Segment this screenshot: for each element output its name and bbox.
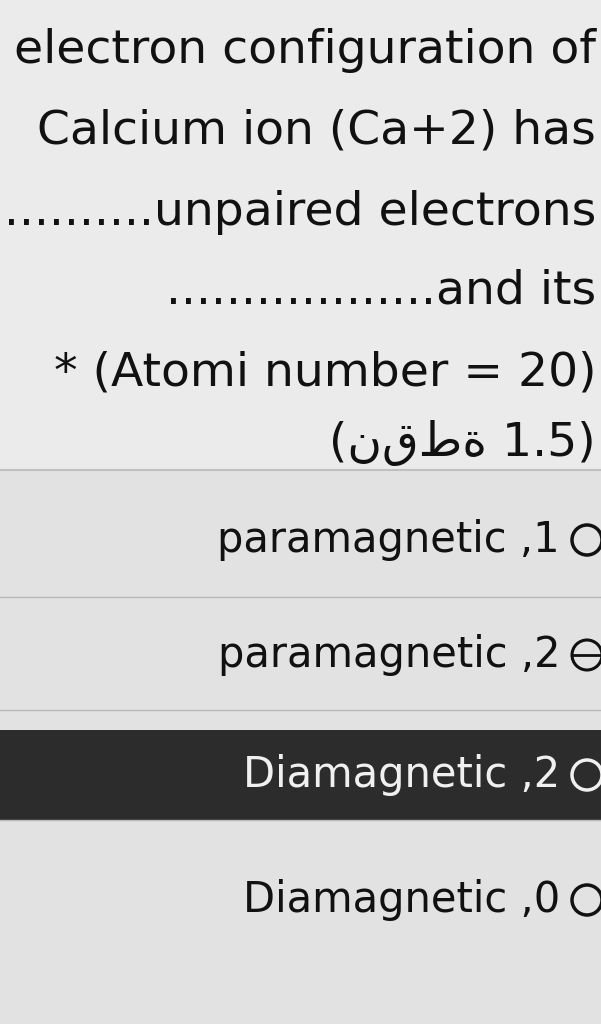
Text: Calcium ion (Ca+2) has: Calcium ion (Ca+2) has: [37, 108, 596, 153]
Text: electron configuration of: electron configuration of: [14, 28, 596, 73]
Text: Diamagnetic ,0: Diamagnetic ,0: [243, 879, 560, 921]
Bar: [0, 730, 601, 820]
Text: Diamagnetic ,2: Diamagnetic ,2: [243, 754, 560, 796]
Bar: [0, 470, 601, 1024]
Bar: [0, 0, 601, 470]
Text: ..........unpaired electrons: ..........unpaired electrons: [4, 190, 596, 234]
Text: * (Atomi number = 20): * (Atomi number = 20): [53, 350, 596, 395]
Text: paramagnetic ,1: paramagnetic ,1: [218, 519, 560, 561]
Text: paramagnetic ,2: paramagnetic ,2: [218, 634, 560, 676]
Text: (نقطة 1.5): (نقطة 1.5): [329, 420, 596, 466]
Text: ..................and its: ..................and its: [166, 268, 596, 313]
